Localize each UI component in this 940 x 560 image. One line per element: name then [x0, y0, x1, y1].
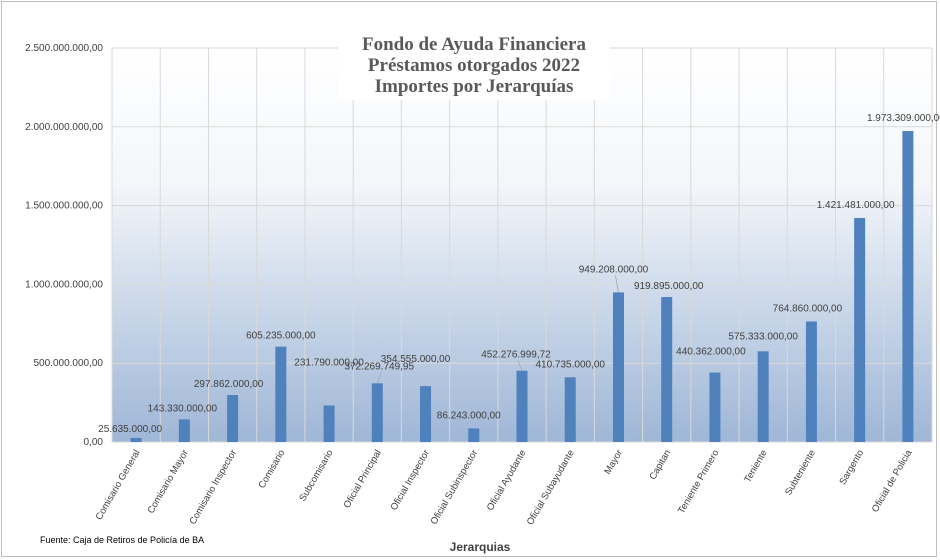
bar	[661, 297, 673, 442]
data-label: 1.421.481.000,00	[817, 200, 895, 211]
bar	[854, 217, 866, 442]
y-tick-label: 2.000.000.000,00	[25, 122, 103, 133]
x-tick-label: Oficial de Policia	[870, 447, 915, 514]
data-label: 231.790.000,00	[294, 357, 364, 368]
chart-title: Fondo de Ayuda Financiera Préstamos otor…	[338, 34, 610, 100]
y-axis-ticks: 0,00 500.000.000,00 1.000.000.000,00 1.500.…	[25, 43, 103, 448]
chart-title-line-1: Fondo de Ayuda Financiera	[362, 34, 586, 55]
bar	[612, 292, 624, 442]
source-note: Fuente: Caja de Retiros de Policía de BA	[40, 535, 205, 545]
data-label: 354.555.000,00	[381, 354, 451, 365]
label-leader	[517, 360, 523, 371]
x-tick-label: Subcomisario	[297, 448, 335, 503]
data-label: 1.973.309.000,00	[867, 113, 940, 124]
bar	[805, 321, 817, 442]
data-label: 143.330.000,00	[148, 403, 218, 414]
x-tick-label: Mayor	[602, 448, 625, 476]
data-label: 575.333.000,00	[728, 331, 798, 342]
x-tick-label: Oficial Subayudante	[525, 448, 577, 527]
x-tick-label: Teniente Primero	[676, 448, 721, 516]
bar	[323, 405, 335, 442]
x-tick-label: Oficial Ayudante	[485, 448, 529, 513]
data-labels: 25.635.000,00 143.330.000,00 297.862.000,0…	[98, 113, 940, 435]
bar	[902, 131, 914, 442]
y-tick-label: 1.000.000.000,00	[25, 279, 103, 290]
y-tick-label: 500.000.000,00	[33, 358, 103, 369]
data-label: 440.362.000,00	[676, 347, 746, 358]
x-tick-label: Oficial Subinspector	[429, 448, 481, 527]
bars	[130, 131, 914, 442]
data-label: 86.243.000,00	[437, 410, 501, 421]
x-tick-label: Oficial Principal	[342, 448, 384, 510]
y-tick-label: 1.500.000.000,00	[25, 201, 103, 212]
data-label: 297.862.000,00	[194, 379, 264, 390]
data-label: 452.276.999,72	[481, 350, 551, 361]
chart-title-line-2: Préstamos otorgados 2022	[367, 55, 581, 76]
data-label: 25.635.000,00	[98, 424, 162, 435]
x-tick-label: Comisario Inspector	[187, 448, 239, 527]
x-tick-label: Oficial Inspector	[389, 448, 433, 512]
data-label: 764.860.000,00	[773, 303, 843, 314]
x-tick-label: Sargento	[837, 448, 866, 487]
bar	[130, 437, 142, 442]
x-tick-label: Capitan	[647, 448, 673, 482]
x-tick-label: Subteniente	[783, 448, 818, 497]
x-tick-label: Comisario	[257, 448, 288, 491]
bar	[275, 346, 287, 442]
bar	[757, 351, 769, 442]
x-tick-label: Comisario Mayor	[146, 448, 191, 516]
label-leader	[615, 275, 619, 293]
data-label: 372.269.749,95	[345, 361, 415, 372]
gridlines	[111, 47, 933, 443]
data-label: 949.208.000,00	[579, 264, 649, 275]
x-axis-ticks: Comisario General Comisario MayorComisari…	[94, 447, 915, 527]
chart-title-line-3: Importes por Jerarquías	[374, 76, 574, 97]
data-label: 605.235.000,00	[246, 331, 316, 342]
data-label: 919.895.000,00	[634, 281, 704, 292]
bar	[516, 370, 528, 442]
bar	[227, 395, 239, 442]
label-leaders	[376, 275, 619, 384]
bar	[371, 383, 383, 442]
y-tick-label: 0,00	[84, 437, 104, 448]
bar	[468, 428, 480, 442]
data-label: 410.735.000,00	[535, 359, 605, 370]
y-tick-label: 2.500.000.000,00	[25, 43, 103, 54]
x-tick-label: Comisario General	[94, 448, 143, 522]
bar	[420, 386, 432, 442]
x-tick-label: Teniente	[742, 448, 769, 485]
bar	[564, 377, 576, 442]
bar	[709, 372, 721, 442]
label-leader	[376, 372, 382, 384]
bar	[178, 419, 190, 442]
x-axis-label: Jerarquias	[449, 540, 511, 554]
